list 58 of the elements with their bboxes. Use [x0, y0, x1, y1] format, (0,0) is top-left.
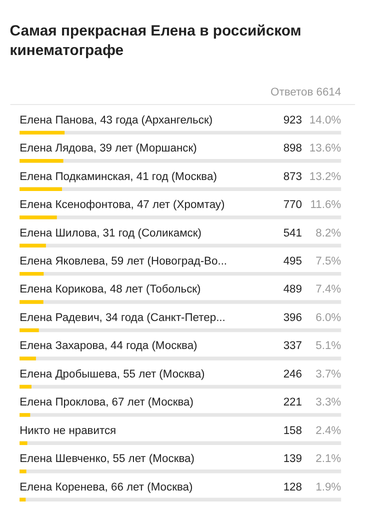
chart-title: Самая прекрасная Елена в российском кинематографе [10, 24, 302, 60]
data-label: 1.9% [316, 481, 342, 494]
bar [20, 187, 62, 192]
y-tick-label: Никто не нравится [20, 424, 116, 437]
annotation: 495 [283, 256, 302, 268]
bar [20, 356, 36, 360]
bar [20, 300, 44, 304]
data-label: 7.5% [316, 256, 342, 268]
annotation: 246 [283, 368, 302, 380]
data-label: 3.3% [316, 396, 342, 409]
bar [20, 441, 28, 446]
y-tick-label: Елена Панова, 43 года (Архангельск) [20, 114, 213, 126]
annotation: 158 [283, 424, 302, 437]
data-label: 14.0% [309, 114, 342, 126]
annotation: 139 [283, 453, 302, 466]
data-label: 13.6% [309, 142, 342, 155]
data-label: 7.4% [316, 284, 342, 296]
annotation: 128 [283, 481, 302, 494]
data-label: 13.2% [309, 170, 342, 183]
bar [20, 159, 64, 163]
y-tick-label: Елена Шевченко, 55 лет (Москва) [20, 453, 195, 466]
data-label: 11.6% [310, 199, 342, 212]
y-tick-label: Елена Шилова, 31 год (Соликамск) [20, 227, 202, 240]
y-tick-label: Елена Подкаминская, 41 год (Москва) [20, 170, 218, 183]
bar [20, 413, 30, 417]
y-tick-label: Елена Коренева, 66 лет (Москва) [20, 481, 193, 494]
y-tick-label: Елена Корикова, 48 лет (Тобольск) [20, 284, 202, 296]
bar [20, 470, 26, 474]
data-label: 6.0% [316, 312, 342, 324]
y-tick-label: Елена Ксенофонтова, 47 лет (Хромтау) [20, 199, 225, 212]
y-tick-label: Елена Захарова, 44 года (Москва) [20, 340, 198, 352]
bar [20, 130, 65, 135]
y-tick-label: Елена Дробышева, 55 лет (Москва) [20, 368, 206, 380]
y-tick-label: Елена Радевич, 34 года (Санкт-Петер... [20, 312, 226, 324]
bar [20, 328, 39, 332]
data-label: 2.1% [316, 453, 342, 466]
chart-subtitle: Ответов 6614 [270, 86, 342, 98]
annotation: 337 [283, 340, 302, 352]
bar [20, 498, 26, 502]
y-tick-label: Елена Проклова, 67 лет (Москва) [20, 396, 194, 409]
annotation: 221 [283, 396, 302, 409]
bar [20, 216, 57, 220]
annotation: 489 [283, 284, 302, 296]
y-tick-label: Елена Яковлева, 59 лет (Новоград-Во... [20, 256, 228, 268]
data-label: 5.1% [316, 340, 342, 352]
y-tick-label: Елена Лядова, 39 лет (Моршанск) [20, 142, 198, 155]
annotation: 898 [283, 142, 302, 155]
bar [20, 272, 44, 276]
bar [20, 384, 32, 389]
annotation: 873 [283, 170, 302, 183]
annotation: 541 [283, 227, 302, 240]
annotation: 770 [283, 199, 302, 212]
bar [20, 244, 46, 248]
data-label: 8.2% [316, 227, 342, 240]
data-label: 3.7% [316, 368, 342, 380]
data-label: 2.4% [316, 424, 342, 437]
annotation: 396 [283, 312, 302, 324]
annotation: 923 [283, 114, 302, 126]
